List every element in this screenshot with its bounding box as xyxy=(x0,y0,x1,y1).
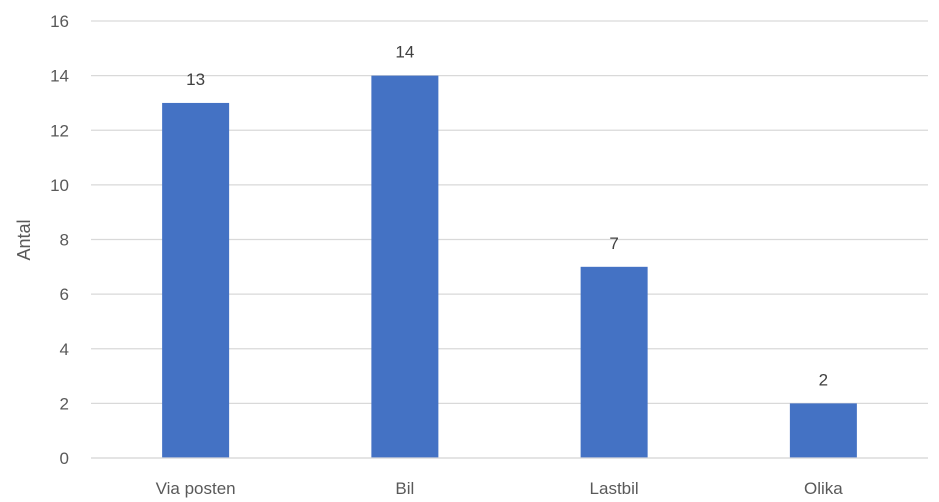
x-category-label: Lastbil xyxy=(590,479,639,498)
y-axis: 0 2 4 6 8 10 12 14 16 xyxy=(50,12,69,468)
bar-olika xyxy=(789,403,857,458)
y-tick-label: 0 xyxy=(60,449,69,468)
data-label: 13 xyxy=(186,70,205,89)
y-tick-label: 16 xyxy=(50,12,69,31)
bar-bil xyxy=(371,75,439,458)
bar-lastbil xyxy=(580,266,648,458)
x-category-label: Olika xyxy=(804,479,843,498)
data-label: 7 xyxy=(609,234,618,253)
y-tick-label: 2 xyxy=(60,394,69,413)
gridlines xyxy=(91,20,928,459)
bar-via-posten xyxy=(162,102,230,458)
data-labels: 13 14 7 2 xyxy=(186,43,828,390)
y-tick-label: 8 xyxy=(60,231,69,250)
y-tick-label: 4 xyxy=(60,340,69,359)
y-axis-title: Antal xyxy=(14,219,34,260)
data-label: 2 xyxy=(819,370,828,389)
y-tick-label: 10 xyxy=(50,176,69,195)
data-label: 14 xyxy=(395,43,414,62)
x-category-label: Bil xyxy=(395,479,414,498)
y-tick-label: 6 xyxy=(60,285,69,304)
y-tick-label: 14 xyxy=(50,67,69,86)
x-category-label: Via posten xyxy=(156,479,236,498)
x-axis: Via posten Bil Lastbil Olika xyxy=(91,457,928,498)
bars xyxy=(162,75,857,458)
y-tick-label: 12 xyxy=(50,121,69,140)
